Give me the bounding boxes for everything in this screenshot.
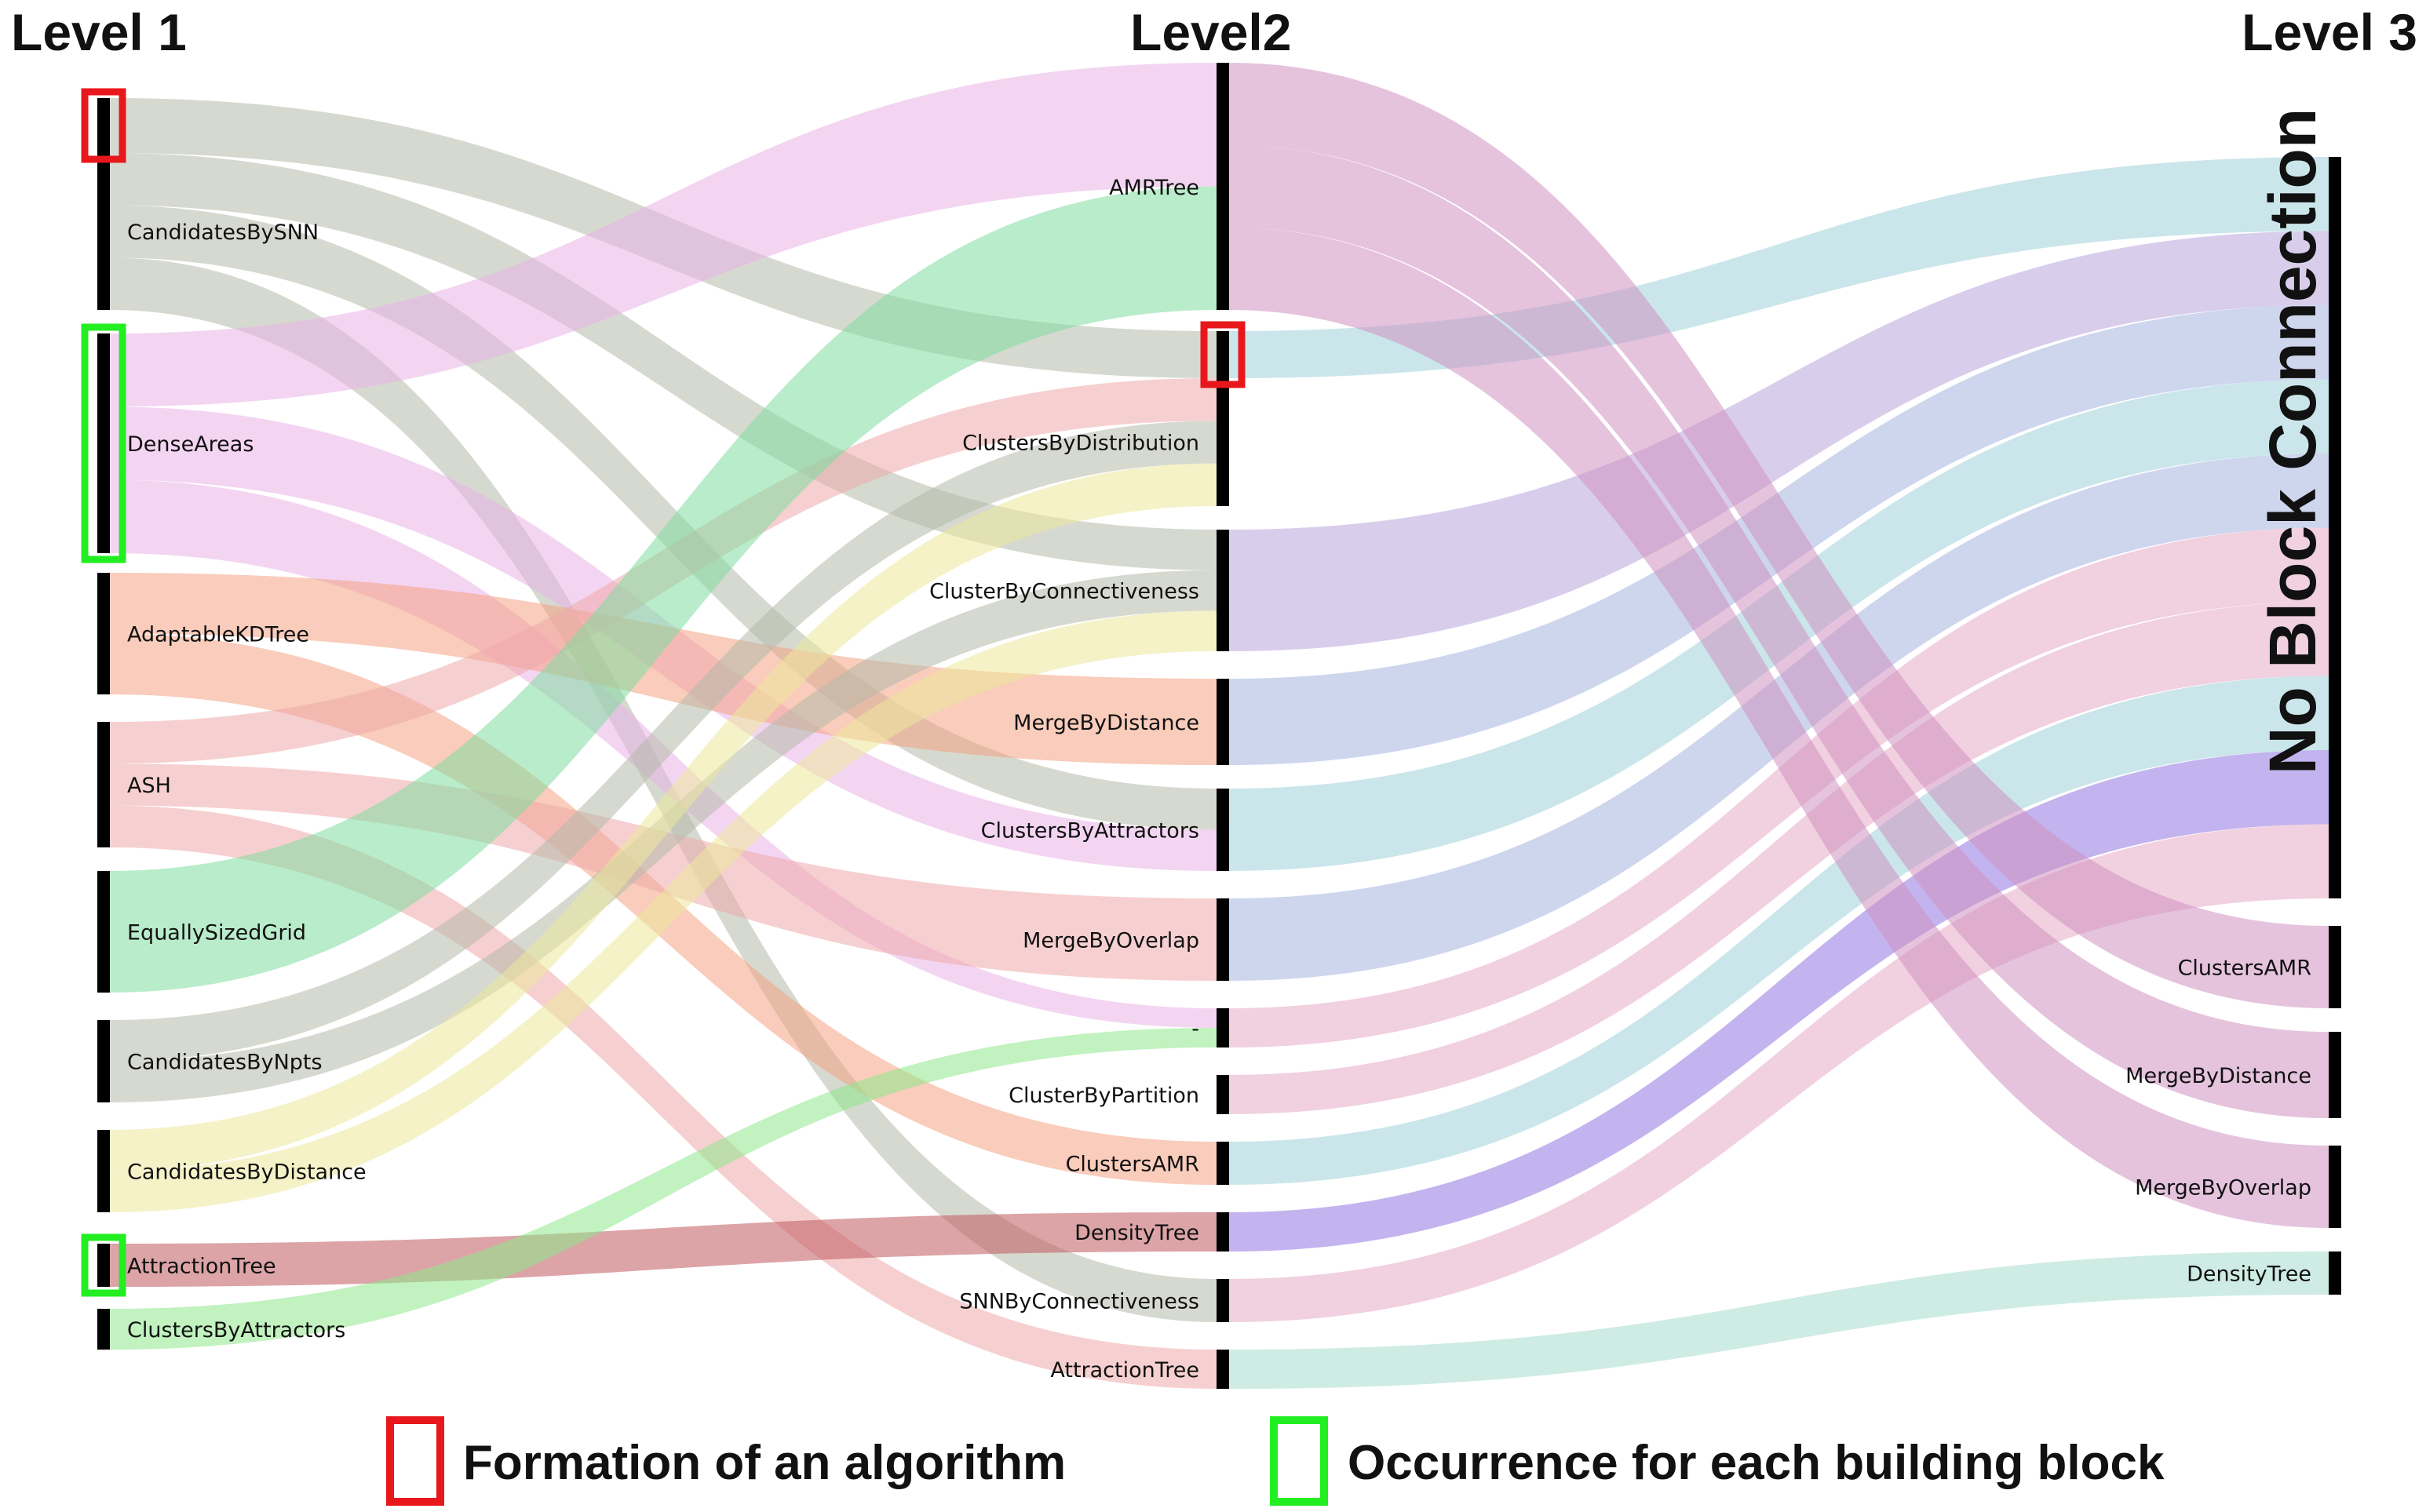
level1-node-bar-5 [97,871,110,993]
level3-label-3: MergeByOverlap [2135,1176,2311,1200]
level1-node-bar-3 [97,573,110,694]
occurrence-highlight-box-3 [81,1233,126,1297]
l2-l3-link-7 [1229,676,2329,1185]
l2-l3-link-10 [1229,63,2329,1008]
level1-node-bar-1 [97,153,110,310]
legend-formation-label: Formation of an algorithm [463,1436,1066,1490]
level3-node-bar-1 [2329,926,2341,1008]
level1-label-2: DenseAreas [127,432,254,457]
level2-node-bar-9 [1217,1142,1229,1185]
highlight-boxes [81,88,1246,1297]
level1-node-bar-7 [97,1130,110,1212]
level2-node-bar-1 [1217,331,1229,378]
level2-node-bar-8 [1217,1075,1229,1114]
level2-label-6: MergeByOverlap [1023,929,1199,953]
level1-label-4: ASH [127,774,171,798]
level1-label-1: CandidatesBySNN [127,220,319,245]
legend-occurrence-label: Occurrence for each building block [1348,1436,2165,1490]
level2-label-0: AMRTree [1109,176,1199,200]
level2-node-bar-5 [1217,789,1229,871]
level3-label-1: ClustersAMR [2178,956,2311,981]
l2-l3-link-1 [1229,231,2329,651]
node-labels: CandidatesBySNN DenseAreas AdaptableKDTree… [127,108,2329,1383]
level3-node-bar-4 [2329,1251,2341,1295]
level2-node-bar-10 [1217,1212,1229,1251]
level2-label-11: SNNByConnectiveness [959,1290,1199,1314]
level2-node-bar-3 [1217,530,1229,651]
occurrence-highlight-box-2 [81,323,126,563]
level2-node-bar-12 [1217,1350,1229,1389]
l1-l2-link-16 [110,610,1217,1212]
l2-l3-link-6 [1229,602,2329,1114]
l1-l2-link-15 [110,463,1217,1171]
l2-l3-link-0 [1229,157,2329,378]
l2-l3-link-13 [1229,1251,2329,1389]
level2-label-10: DensityTree [1074,1221,1199,1245]
l1-l2-link-17 [110,1212,1217,1287]
level1-label-3: AdaptableKDTree [127,623,309,647]
legend-occurrence-swatch [1270,1416,1328,1506]
l1-l2-link-2 [110,205,1217,830]
level1-node-bar-2 [97,333,110,553]
formation-highlight-box-0 [81,88,126,163]
level1-title: Level 1 [11,3,187,61]
level2-label-4: MergeByDistance [1013,711,1199,735]
l2-l3-link-8 [1229,750,2329,1251]
formation-highlight-box-1 [1200,321,1246,388]
level2-label-8: ClusterByPartition [1009,1084,1199,1108]
level2-title: Level2 [1130,3,1291,61]
l1-l2-link-4 [110,63,1217,407]
l2-l3-link-12 [1229,228,2329,1228]
l2-l3-link-9 [1229,824,2329,1322]
l1-l2-link-7 [110,573,1217,765]
l1-l2-link-12 [110,186,1217,993]
legend-formation-swatch [386,1416,444,1506]
level1-node-bar-8 [97,1244,110,1287]
l1-l2-link-1 [110,153,1217,570]
level2-label-3: ClusterByConnectiveness [929,580,1199,604]
level2-node-bar-7 [1217,1008,1229,1047]
level1-node-bar-4 [97,722,110,847]
node-bars [97,63,2341,1389]
l2-l3-link-5 [1229,527,2329,1047]
level1-label-5: EquallySizedGrid [127,921,306,945]
l1-l2-link-11 [110,805,1217,1389]
level1-label-9: ClustersByAttractors [127,1318,345,1343]
level1-node-bar-0 [97,98,110,153]
level2-label-5: ClustersByAttractors [981,819,1199,843]
l1-l2-link-18 [110,1028,1217,1350]
level2-node-bar-11 [1217,1279,1229,1322]
level2-node-bar-6 [1217,898,1229,981]
level1-node-bar-6 [97,1020,110,1102]
level3-node-bar-2 [2329,1032,2341,1118]
l1-l2-link-13 [110,421,1217,1062]
level2-node-bar-0 [1217,63,1229,310]
level3-title: Level 3 [2242,3,2417,61]
flow-links [110,63,2329,1389]
level1-label-6: CandidatesByNpts [127,1051,323,1075]
level2-label-2: ClustersByDistribution [962,432,1199,456]
legend: Formation of an algorithm Occurrence for… [386,1416,2165,1506]
level1-label-7: CandidatesByDistance [127,1160,367,1185]
level1-node-bar-9 [97,1309,110,1350]
level2-node-bar-2 [1217,378,1229,506]
level3-label-0: No Block Connection [2256,108,2329,774]
level3-label-4: DensityTree [2187,1262,2311,1287]
level2-node-bar-4 [1217,679,1229,765]
level2-label-7: - [1191,1017,1199,1041]
level3-label-2: MergeByDistance [2125,1064,2311,1088]
level3-node-bar-3 [2329,1146,2341,1228]
l2-l3-link-11 [1229,145,2329,1118]
level2-label-9: ClustersAMR [1066,1153,1199,1177]
level1-label-8: AttractionTree [127,1255,276,1279]
level2-label-12: AttractionTree [1050,1358,1199,1383]
level3-node-bar-0 [2329,157,2341,898]
